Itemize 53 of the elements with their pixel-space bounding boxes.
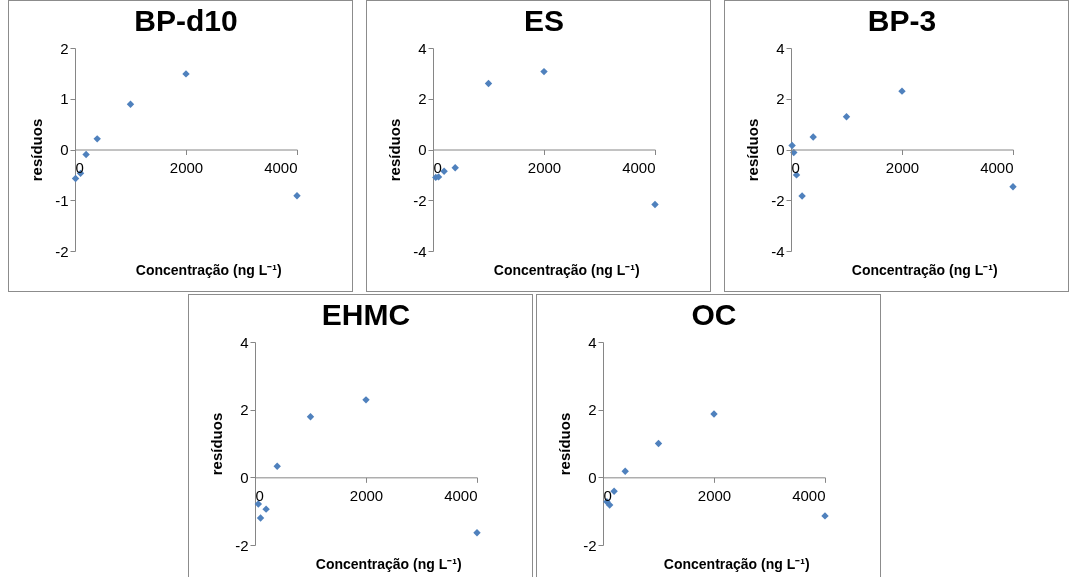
x-tick-label: 0 (255, 486, 264, 504)
y-tick-label: -4 (771, 242, 785, 260)
y-tick-label: 2 (240, 401, 249, 419)
y-axis-title: resíduos (208, 412, 226, 476)
y-tick-label: 2 (776, 90, 785, 108)
y-tick-label: 0 (418, 141, 427, 158)
y-tick-label: -2 (771, 191, 785, 209)
y-tick-label: -2 (55, 242, 69, 260)
y-tick-label: -2 (583, 536, 597, 554)
x-tick-label: 4000 (980, 159, 1014, 176)
y-tick-label: 4 (776, 39, 785, 57)
x-tick-label: 0 (433, 159, 442, 176)
chart-title: OC (691, 298, 737, 331)
x-tick-label: 4000 (792, 486, 826, 504)
y-axis-title: resíduos (744, 118, 762, 182)
x-tick-label: 4000 (264, 159, 298, 176)
x-tick-label: 4000 (444, 486, 478, 504)
y-tick-label: -4 (413, 242, 427, 260)
x-tick-label: 2000 (349, 486, 384, 504)
y-axis-title: resíduos (556, 412, 574, 476)
y-tick-label: 2 (60, 39, 69, 57)
chart-title: EHMC (321, 298, 411, 331)
x-axis-title: Concentração (ng L⁻¹) (851, 261, 998, 278)
x-axis-title: Concentração (ng L⁻¹) (135, 261, 282, 278)
x-tick-label: 2000 (885, 159, 920, 176)
y-tick-label: 1 (60, 90, 69, 108)
y-tick-label: -2 (235, 536, 249, 554)
y-tick-label: 4 (240, 333, 249, 351)
x-axis-title: Concentração (ng L⁻¹) (663, 555, 810, 572)
x-tick-label: 4000 (622, 159, 656, 176)
y-tick-label: 0 (588, 468, 597, 486)
y-tick-label: -2 (413, 191, 427, 209)
x-tick-label: 0 (603, 486, 612, 504)
x-tick-label: 0 (75, 159, 84, 176)
y-tick-label: 0 (60, 141, 69, 158)
chart-title: BP-d10 (134, 4, 238, 37)
y-axis-title: resíduos (28, 118, 46, 182)
y-tick-label: -1 (55, 191, 69, 209)
x-tick-label: 0 (791, 159, 800, 176)
x-tick-label: 2000 (169, 159, 204, 176)
x-axis-title: Concentração (ng L⁻¹) (493, 261, 640, 278)
x-tick-label: 2000 (527, 159, 562, 176)
y-tick-label: 0 (240, 468, 249, 486)
chart-title: ES (523, 4, 565, 37)
y-tick-label: 4 (418, 39, 427, 57)
y-axis-title: resíduos (386, 118, 404, 182)
y-tick-label: 2 (588, 401, 597, 419)
y-tick-label: 2 (418, 90, 427, 108)
y-tick-label: 4 (588, 333, 597, 351)
chart-title: BP-3 (867, 4, 937, 37)
y-tick-label: 0 (776, 141, 785, 158)
x-axis-title: Concentração (ng L⁻¹) (315, 555, 462, 572)
x-tick-label: 2000 (697, 486, 732, 504)
